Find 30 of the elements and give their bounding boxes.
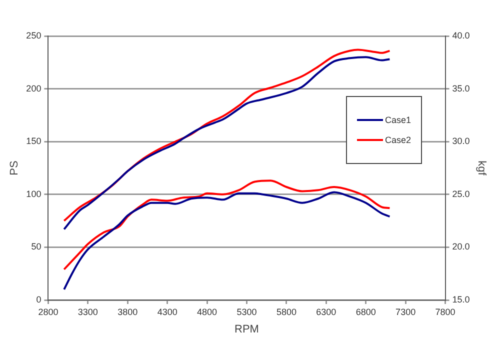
y-tick-label: 100 xyxy=(26,188,42,199)
y2-tick-label: 30.0 xyxy=(452,136,470,146)
line-series xyxy=(63,180,391,270)
x-tick-label: 6300 xyxy=(316,306,336,317)
y2-tick-label: 20.0 xyxy=(452,242,470,252)
line-series xyxy=(63,191,391,290)
legend-label: Case2 xyxy=(384,135,411,145)
x-tick-label: 4800 xyxy=(197,306,218,317)
y2-tick-label: 40.0 xyxy=(452,30,470,40)
x-tick-label: 3300 xyxy=(78,306,98,317)
y2-tick-label: 15.0 xyxy=(452,294,470,304)
x-tick-label: 3800 xyxy=(118,306,138,317)
y2-tick-label: 25.0 xyxy=(452,188,470,199)
y2-axis-title: kgf xyxy=(475,160,488,176)
x-tick-label: 7300 xyxy=(396,306,416,317)
y2-tick-label: 35.0 xyxy=(452,83,470,94)
legend-label: Case1 xyxy=(384,115,411,125)
x-tick-label: 4300 xyxy=(157,306,178,317)
x-tick-label: 5300 xyxy=(236,306,257,317)
y-tick-label: 50 xyxy=(31,242,42,252)
y-tick-label: 150 xyxy=(26,136,42,146)
y-tick-label: 200 xyxy=(26,83,42,94)
y-axis-title: PS xyxy=(8,160,21,176)
x-tick-label: 7800 xyxy=(435,306,456,317)
x-axis-title: RPM xyxy=(234,323,259,336)
x-tick-label: 5800 xyxy=(276,306,296,317)
y-tick-label: 0 xyxy=(36,294,42,304)
y-tick-label: 250 xyxy=(26,30,42,40)
x-tick-label: 6800 xyxy=(356,306,376,317)
x-tick-label: 2800 xyxy=(38,306,58,317)
